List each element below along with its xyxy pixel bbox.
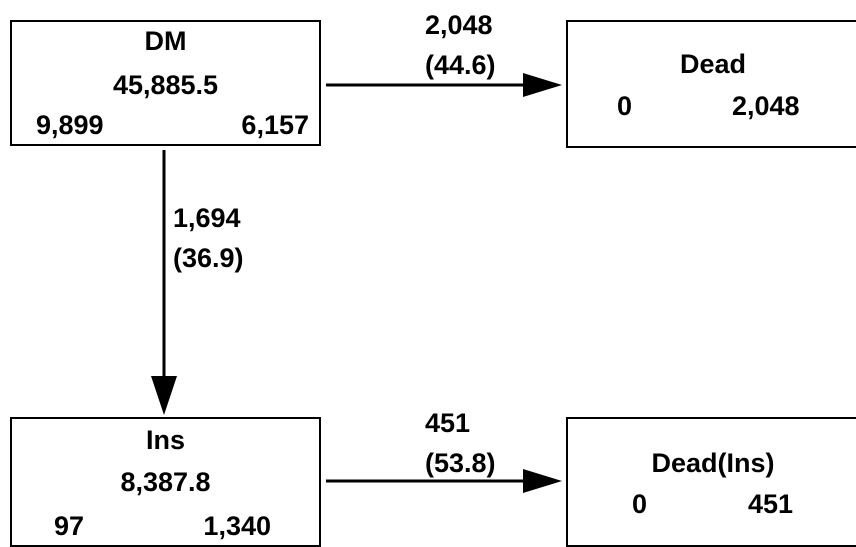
node-dead-left-count: 0 (617, 91, 633, 121)
node-dead-ins-title: Dead(Ins) (651, 448, 775, 478)
edge-ins-dead-ins-count: 451 (425, 408, 471, 438)
node-ins-title: Ins (145, 425, 185, 455)
edge-dm-dead-rate: (44.6) (425, 50, 496, 80)
node-ins: Ins 8,387.8 97 1,340 (10, 417, 321, 547)
arrow-dm-to-dead (326, 73, 562, 97)
node-dead-ins: Dead(Ins) 0 451 (566, 417, 856, 547)
node-dm-value: 45,885.5 (112, 70, 219, 100)
node-dm-title: DM (144, 26, 187, 56)
arrow-dm-to-ins (151, 150, 177, 415)
edge-dm-ins-rate: (36.9) (173, 243, 244, 273)
node-dm-left-count: 9,899 (36, 110, 104, 140)
node-dead-title: Dead (679, 49, 747, 79)
node-dead: Dead 0 2,048 (566, 20, 856, 148)
node-ins-value: 8,387.8 (120, 467, 211, 497)
node-dm: DM 45,885.5 9,899 6,157 (10, 20, 321, 146)
node-dm-right-count: 6,157 (241, 110, 309, 140)
arrow-ins-to-dead-ins (326, 469, 562, 493)
node-dead-right-count: 2,048 (732, 91, 800, 121)
node-dead-ins-right-count: 451 (748, 489, 794, 519)
node-ins-left-count: 97 (54, 511, 85, 541)
node-dead-ins-left-count: 0 (632, 489, 648, 519)
edge-dm-dead-count: 2,048 (425, 10, 493, 40)
edge-dm-ins-count: 1,694 (173, 203, 241, 233)
edge-ins-dead-ins-rate: (53.8) (425, 448, 496, 478)
node-ins-right-count: 1,340 (203, 511, 271, 541)
